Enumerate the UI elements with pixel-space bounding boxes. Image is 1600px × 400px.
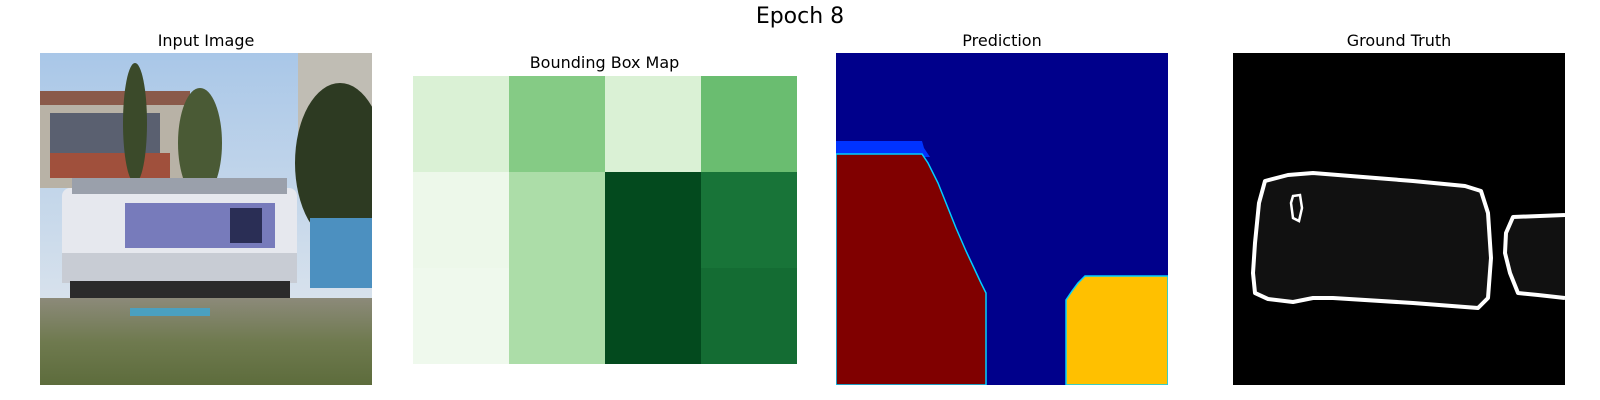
building-roof bbox=[40, 91, 190, 105]
train-lower bbox=[62, 253, 297, 283]
figure-title: Epoch 8 bbox=[755, 4, 845, 29]
train-second bbox=[310, 218, 372, 288]
track-sign bbox=[130, 308, 210, 316]
heatmap-cell bbox=[509, 268, 606, 364]
heatmap-cell bbox=[413, 76, 510, 173]
heatmap-cell bbox=[605, 76, 702, 173]
ground-truth bbox=[1233, 53, 1565, 385]
heatmap-cell bbox=[413, 172, 510, 269]
tree bbox=[123, 63, 147, 183]
input-image bbox=[40, 53, 372, 385]
heatmap-cell bbox=[701, 172, 797, 269]
prediction-blue-edge bbox=[836, 141, 930, 157]
prediction-region-bus-left bbox=[836, 153, 987, 385]
heatmap-cell bbox=[605, 268, 702, 364]
bbox-map bbox=[413, 76, 797, 364]
input-image-svg bbox=[40, 53, 372, 385]
prediction bbox=[836, 53, 1168, 385]
house-roof bbox=[50, 153, 170, 178]
train-wheels bbox=[70, 281, 290, 299]
train-window bbox=[230, 208, 262, 243]
ground-truth-title: Ground Truth bbox=[1346, 31, 1452, 50]
heatmap-cell bbox=[413, 268, 510, 364]
prediction-region-bus-right bbox=[1065, 275, 1168, 385]
heatmap-cell bbox=[701, 268, 797, 364]
prediction-svg bbox=[836, 53, 1168, 385]
ground-truth-object-bus-1 bbox=[1251, 171, 1493, 310]
prediction-title: Prediction bbox=[962, 31, 1042, 50]
ground-truth-svg bbox=[1233, 53, 1565, 385]
ground-truth-object-bus-2 bbox=[1503, 213, 1565, 300]
bbox-map-title: Bounding Box Map bbox=[529, 53, 680, 72]
train-roof bbox=[72, 178, 287, 194]
heatmap-cell bbox=[509, 172, 606, 269]
tree bbox=[178, 88, 222, 198]
ground-truth-inner-contour bbox=[1289, 193, 1304, 223]
heatmap-cell bbox=[605, 172, 702, 269]
bbox-map-svg bbox=[413, 76, 797, 364]
heatmap-cell bbox=[701, 76, 797, 173]
tree bbox=[295, 83, 372, 243]
heatmap-cell bbox=[509, 76, 606, 173]
input-image-title: Input Image bbox=[157, 31, 255, 50]
